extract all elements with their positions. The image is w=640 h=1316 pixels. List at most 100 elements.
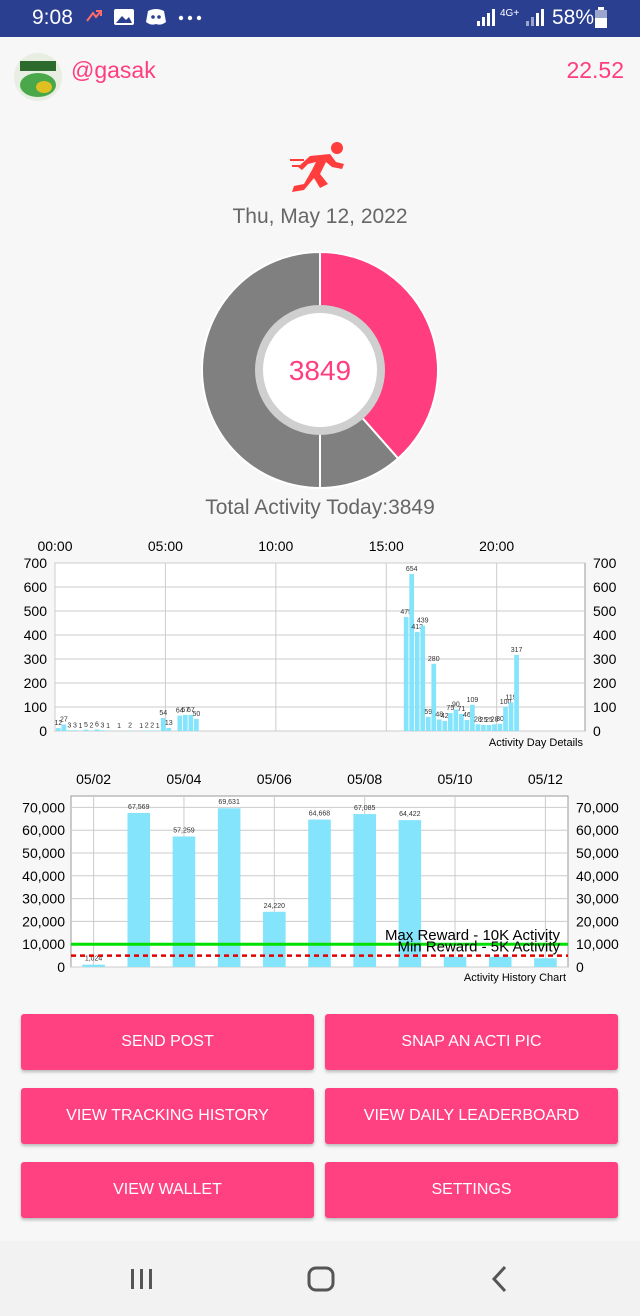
battery-icon xyxy=(595,7,607,28)
day-x-tick: 10:00 xyxy=(258,538,293,554)
day-bar-label: 1 xyxy=(117,723,121,730)
history-x-tick: 05/04 xyxy=(166,771,201,787)
day-bar-label: 30 xyxy=(496,716,504,723)
view-wallet-button[interactable]: VIEW WALLET xyxy=(21,1162,314,1218)
day-bar-label: 59 xyxy=(424,709,432,716)
history-y-tick-right: 50,000 xyxy=(576,845,619,861)
history-y-tick-left: 60,000 xyxy=(22,822,65,838)
day-bar-label: 25 xyxy=(485,717,493,724)
recent-apps-icon[interactable] xyxy=(128,1261,156,1297)
view-daily-leaderboard-button[interactable]: VIEW DAILY LEADERBOARD xyxy=(325,1088,618,1144)
history-y-tick-left: 10,000 xyxy=(22,936,65,952)
day-bar-label: 654 xyxy=(406,566,418,573)
signal-2-icon xyxy=(526,9,544,26)
day-bar-label: 3 xyxy=(73,722,77,729)
settings-button[interactable]: SETTINGS xyxy=(325,1162,618,1218)
history-y-tick-right: 60,000 xyxy=(576,822,619,838)
day-y-tick-left: 400 xyxy=(24,627,48,643)
day-bar-label: 5 xyxy=(84,722,88,729)
history-y-tick-right: 0 xyxy=(576,959,584,975)
history-y-tick-left: 20,000 xyxy=(22,913,65,929)
day-chart-caption: Activity Day Details xyxy=(489,737,584,749)
day-x-tick: 00:00 xyxy=(37,538,72,554)
history-bar xyxy=(217,808,241,967)
history-bar-label: 24,220 xyxy=(264,903,286,910)
day-bar xyxy=(486,725,492,731)
avatar-image-icon xyxy=(14,53,62,101)
min-reward-label: Min Reward - 5K Activity xyxy=(397,939,560,956)
activity-date: Thu, May 12, 2022 xyxy=(232,205,408,228)
day-bar-label: 71 xyxy=(457,706,465,713)
history-bar xyxy=(353,814,376,967)
history-bar xyxy=(443,956,467,967)
day-y-tick-left: 600 xyxy=(24,579,48,595)
day-bar-label: 50 xyxy=(192,711,200,718)
history-bar xyxy=(127,812,151,967)
day-bar-label: 48 xyxy=(435,711,443,718)
day-bar xyxy=(409,574,415,731)
day-bar-label: 67 xyxy=(181,707,189,714)
day-bar xyxy=(503,707,508,731)
missed-call-icon xyxy=(86,10,102,22)
day-bar-label: 475 xyxy=(400,609,412,616)
history-y-tick-left: 40,000 xyxy=(22,868,65,884)
snap-acti-pic-button[interactable]: SNAP AN ACTI PIC xyxy=(325,1014,618,1070)
runner-icon xyxy=(290,142,344,192)
day-bar-label: 1 xyxy=(139,723,143,730)
app-header: @gasak 22.52 xyxy=(0,37,640,107)
home-icon[interactable] xyxy=(306,1261,336,1297)
day-bar-label: 1 xyxy=(106,723,110,730)
day-bar-label: 317 xyxy=(511,647,523,654)
history-y-tick-left: 30,000 xyxy=(22,891,65,907)
system-nav-bar xyxy=(0,1241,640,1316)
day-bar xyxy=(464,719,470,731)
history-x-tick: 05/10 xyxy=(438,771,473,787)
day-bar xyxy=(56,728,61,731)
day-bar-label: 6 xyxy=(95,722,99,729)
day-y-tick-right: 500 xyxy=(593,603,617,619)
day-bar-label: 54 xyxy=(159,710,167,717)
day-bar xyxy=(194,719,199,731)
day-bar-label: 25 xyxy=(480,717,488,724)
day-bar-label: 413 xyxy=(411,624,423,631)
day-bar-label: 2 xyxy=(145,723,149,730)
activity-day-chart: 0 0 100 100 200 200 300 300 400 400 500 500 600 600 70… xyxy=(24,538,617,749)
history-x-tick: 05/12 xyxy=(528,771,563,787)
history-y-tick-right: 40,000 xyxy=(576,868,619,884)
day-bar-label: 2 xyxy=(150,723,154,730)
activity-history-chart: 0 0 10,000 10,000 20,000 20,000 30,000 30,000 40… xyxy=(22,771,619,984)
avatar[interactable] xyxy=(14,53,62,101)
back-icon[interactable] xyxy=(488,1261,512,1297)
day-y-tick-left: 200 xyxy=(24,675,48,691)
day-bar xyxy=(425,716,431,731)
day-bar xyxy=(514,654,519,731)
day-bar-label: 67 xyxy=(187,707,195,714)
day-bar-label: 3 xyxy=(67,722,71,729)
day-bar-label: 109 xyxy=(467,697,479,704)
day-bar xyxy=(475,724,481,731)
history-bar xyxy=(263,911,286,967)
day-bar xyxy=(72,730,78,731)
history-bar-label: 69,631 xyxy=(218,799,240,806)
day-bar-label: 2 xyxy=(90,723,94,730)
day-bar xyxy=(481,725,486,731)
view-tracking-history-button[interactable]: VIEW TRACKING HISTORY xyxy=(21,1088,314,1144)
day-bar-label: 2 xyxy=(128,723,132,730)
history-bar xyxy=(172,836,196,967)
day-bar xyxy=(492,724,497,731)
day-bar xyxy=(166,727,172,731)
username[interactable]: @gasak xyxy=(71,57,156,83)
day-bar-label: 27 xyxy=(60,717,68,724)
day-y-tick-right: 0 xyxy=(593,723,601,739)
total-activity-label: Total Activity Today:3849 xyxy=(205,496,435,519)
day-x-tick: 20:00 xyxy=(479,538,514,554)
send-post-button[interactable]: SEND POST xyxy=(21,1014,314,1070)
discord-icon xyxy=(146,9,166,25)
history-bar-label: 57,259 xyxy=(173,827,195,834)
network-type: 4G+ xyxy=(500,8,520,19)
day-y-tick-right: 200 xyxy=(593,675,617,691)
day-bar xyxy=(431,663,437,731)
day-y-tick-left: 500 xyxy=(24,603,48,619)
history-bar-label: 1,024 xyxy=(85,956,103,963)
history-bar xyxy=(534,958,557,967)
